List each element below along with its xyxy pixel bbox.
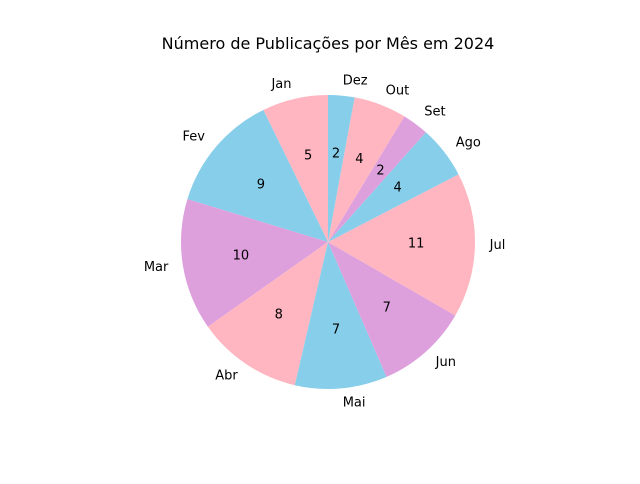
value-label-mai: 7: [332, 322, 340, 337]
slice-label-jan: Jan: [270, 77, 291, 92]
pie-slice-jul: [328, 174, 476, 316]
category-labels: Jan Fev Mar Abr Mai Jun Jul Ago Set Out Dez: [144, 73, 506, 410]
slice-label-dez: Dez: [343, 73, 368, 88]
slice-label-ago: Ago: [456, 135, 481, 150]
pie-slice-mai: [294, 242, 387, 390]
slice-label-out: Out: [386, 83, 410, 98]
slice-label-mai: Mai: [343, 396, 366, 411]
chart-title: Número de Publicações por Mês em 2024: [162, 34, 495, 53]
pie-slice-out: [328, 97, 405, 243]
pie-slice-jan: [263, 95, 328, 242]
value-label-abr: 8: [275, 308, 283, 323]
pie-slice-fev: [187, 109, 328, 242]
value-label-mar: 10: [233, 249, 250, 264]
pie-slice-abr: [207, 242, 328, 386]
pie-slice-ago: [328, 132, 459, 242]
slice-label-abr: Abr: [215, 369, 238, 384]
value-label-set: 2: [376, 164, 384, 179]
slice-label-fev: Fev: [182, 130, 205, 145]
value-label-jul: 11: [408, 237, 425, 252]
pie-slice-mar: [181, 199, 328, 327]
pie-slice-dez: [328, 95, 355, 242]
value-label-ago: 4: [394, 180, 402, 195]
value-label-out: 4: [355, 152, 363, 167]
slice-label-set: Set: [424, 105, 445, 120]
slice-label-jun: Jun: [435, 355, 456, 370]
value-label-jan: 5: [304, 149, 312, 164]
value-label-jun: 7: [383, 300, 391, 315]
value-label-dez: 2: [332, 147, 340, 162]
slice-label-jul: Jul: [489, 238, 506, 253]
pie-slices: [181, 95, 476, 390]
value-label-fev: 9: [257, 177, 265, 192]
pie-slice-jun: [328, 242, 456, 377]
slice-label-mar: Mar: [144, 260, 169, 275]
pie-slice-set: [328, 116, 426, 242]
